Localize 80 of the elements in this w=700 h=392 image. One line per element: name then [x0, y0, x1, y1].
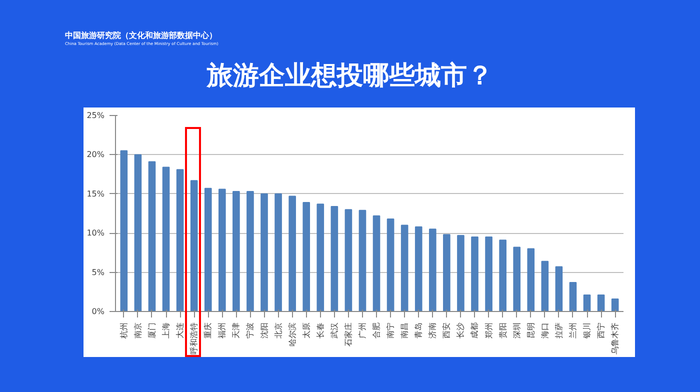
bar [316, 204, 324, 312]
bar [232, 191, 240, 312]
x-tick-label: 昆明 [526, 322, 536, 338]
y-tick-label: 0% [92, 307, 105, 316]
bar [372, 215, 380, 312]
bar [597, 294, 605, 312]
x-tick-label: 哈尔滨 [288, 322, 297, 346]
x-tick-label: 沈阳 [260, 322, 269, 338]
x-tick-label: 海口 [540, 322, 550, 338]
x-tick-label: 青岛 [414, 322, 424, 338]
text: 中国旅游研究院（文化和旅游部数据中心） [65, 30, 218, 42]
bar [302, 202, 310, 312]
bar [134, 154, 142, 312]
x-tick-label: 石家庄 [344, 322, 353, 346]
bar [555, 266, 563, 312]
chart-title: 旅游企业想投哪些城市？ [206, 60, 494, 93]
x-tick-label: 成都 [470, 322, 480, 338]
bar [176, 169, 184, 312]
y-tick-label: 20% [86, 150, 105, 160]
x-tick-label: 南京 [133, 322, 142, 338]
x-tick-label: 郑州 [484, 322, 494, 338]
bar [499, 240, 506, 312]
y-tick-label: 15% [86, 189, 105, 198]
x-tick-label: 上海 [162, 322, 171, 338]
bar [611, 298, 619, 312]
x-tick-label: 拉萨 [554, 322, 564, 338]
x-tick-label: 深圳 [512, 322, 522, 338]
x-tick-label: 天津 [232, 322, 241, 338]
bar [513, 246, 521, 312]
x-tick-label: 呼和浩特 [190, 322, 199, 354]
bar [218, 188, 226, 312]
bar [358, 210, 366, 312]
bar [260, 193, 268, 312]
x-tick-label: 南昌 [400, 322, 410, 338]
x-tick-label: 宁波 [246, 322, 255, 338]
bar [148, 161, 156, 312]
bar [527, 248, 535, 312]
x-tick-label: 乌鲁木齐 [610, 322, 620, 354]
x-tick-label: 南宁 [386, 322, 396, 338]
x-tick-label: 广州 [358, 322, 367, 338]
x-tick-label: 合肥 [372, 322, 382, 338]
bar [457, 234, 464, 312]
x-tick-label: 银川 [582, 322, 592, 340]
bar [386, 218, 394, 312]
bar [414, 226, 422, 312]
bar [443, 234, 450, 312]
x-tick-label: 重庆 [204, 322, 213, 338]
bar [569, 282, 577, 312]
x-tick-label: 厦门 [147, 322, 156, 338]
bar [162, 166, 170, 312]
bar [485, 236, 492, 312]
x-tick-label: 兰州 [568, 322, 578, 338]
y-tick-label: 10% [86, 228, 105, 238]
x-tick-label: 太原 [302, 322, 311, 338]
bar [120, 150, 128, 312]
y-tick-label: 25% [86, 111, 105, 120]
x-tick-label: 北京 [274, 322, 283, 338]
bar [190, 180, 198, 312]
x-tick-label: 福州 [218, 322, 227, 338]
bar [428, 228, 436, 312]
bar [330, 206, 338, 312]
y-tick-label: 5% [92, 268, 105, 277]
bar [246, 191, 254, 312]
bar [583, 294, 591, 312]
x-tick-label: 西安 [442, 322, 452, 338]
x-tick-label: 长春 [316, 322, 325, 338]
bar [471, 236, 478, 312]
bar [274, 193, 282, 312]
x-tick-label: 大连 [176, 322, 185, 338]
bar [204, 188, 212, 312]
bar [541, 260, 549, 312]
x-tick-label: 武汉 [330, 322, 339, 338]
bar [288, 196, 296, 312]
x-tick-label: 西宁 [596, 322, 606, 338]
x-tick-label: 长沙 [456, 322, 466, 338]
x-tick-label: 济南 [428, 322, 438, 338]
bar [344, 209, 352, 312]
x-tick-label: 杭州 [119, 322, 128, 340]
x-tick-label: 贵阳 [498, 322, 508, 338]
bar [400, 224, 408, 312]
